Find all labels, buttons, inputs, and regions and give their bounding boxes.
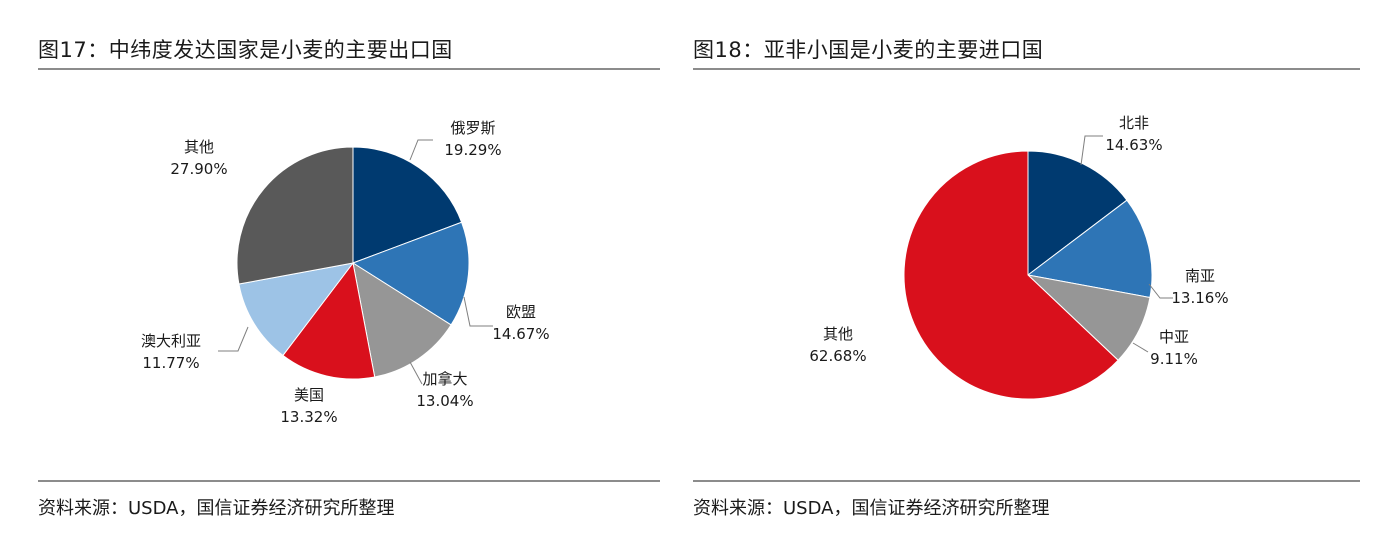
figure-18-category-label-3: 中亚	[1159, 328, 1189, 346]
figure-17-slice-6	[236, 146, 354, 285]
figure-17-pie-chart: 俄罗斯 19.29% 欧盟 14.67% 加拿大 13.04% 美国 13.32% 澳大利亚 11…	[141, 119, 550, 426]
figure-18-leader-line-2	[1148, 283, 1173, 299]
figure-17-value-label-3: 13.04%	[416, 392, 473, 410]
figure-17-category-label-5: 澳大利亚	[141, 332, 201, 350]
figure-17-category-label-4: 美国	[294, 386, 324, 404]
figure-17-slice-5	[238, 262, 355, 357]
figure-18-value-label-3: 9.11%	[1150, 350, 1198, 368]
figure-18-pie-chart: 北非 14.63% 南亚 13.16% 中亚 9.11% 其他 62.68%	[809, 114, 1229, 400]
figure-17-category-label-3: 加拿大	[422, 370, 467, 388]
figure-17-category-label-6: 其他	[184, 138, 214, 156]
figure-18-category-label-1: 北非	[1119, 114, 1149, 132]
figure-18-slice-2	[1026, 199, 1153, 299]
figure-17-slice-4	[282, 261, 376, 380]
figure-17-slice-2	[351, 221, 470, 326]
figure-17-leader-line-1	[409, 139, 433, 161]
figure-17-category-label-2: 欧盟	[506, 303, 536, 321]
figure-17-leader-line-3	[409, 361, 423, 385]
figure-17-value-label-4: 13.32%	[280, 408, 337, 426]
figure-18-value-label-4: 62.68%	[809, 347, 866, 365]
figure-17-slice-3	[352, 261, 452, 378]
figure-17-source-note: 资料来源：USDA，国信证券经济研究所整理	[38, 498, 395, 519]
figure-17-category-label-1: 俄罗斯	[450, 119, 495, 137]
figure-17-bottom-rule	[38, 480, 660, 482]
figure-17-value-label-2: 14.67%	[492, 325, 549, 343]
figure-18-leader-line-3	[1132, 342, 1149, 353]
figure-18-category-label-2: 南亚	[1185, 267, 1215, 285]
figure-17-top-rule	[38, 68, 660, 70]
figure-17-value-label-5: 11.77%	[142, 354, 199, 372]
figure-18-top-rule	[693, 68, 1360, 70]
figure-18-panel: 图18：亚非小国是小麦的主要进口国 北非 14.63% 南亚 13.16% 中亚 9.11…	[693, 0, 1360, 540]
figure-18-source-note: 资料来源：USDA，国信证券经济研究所整理	[693, 498, 1050, 519]
figure-18-category-label-4: 其他	[823, 325, 853, 343]
figure-18-slice-4	[903, 150, 1119, 400]
figure-17-value-label-1: 19.29%	[444, 141, 501, 159]
figure-17-leader-line-2	[463, 296, 493, 327]
figure-18-value-label-2: 13.16%	[1171, 289, 1228, 307]
figure-18-bottom-rule	[693, 480, 1360, 482]
figure-18-value-label-1: 14.63%	[1105, 136, 1162, 154]
figure-17-title: 图17：中纬度发达国家是小麦的主要出口国	[38, 38, 453, 62]
figure-18-slice-1	[1027, 150, 1128, 277]
figure-17-panel: 图17：中纬度发达国家是小麦的主要出口国 俄罗斯 19.29% 欧盟 14.67% 加拿…	[38, 0, 660, 540]
figure-18-title: 图18：亚非小国是小麦的主要进口国	[693, 38, 1044, 62]
figure-17-leader-line-5	[218, 326, 249, 352]
figure-17-slice-1	[352, 146, 463, 264]
figure-18-leader-line-1	[1080, 135, 1103, 166]
figure-17-value-label-6: 27.90%	[170, 160, 227, 178]
